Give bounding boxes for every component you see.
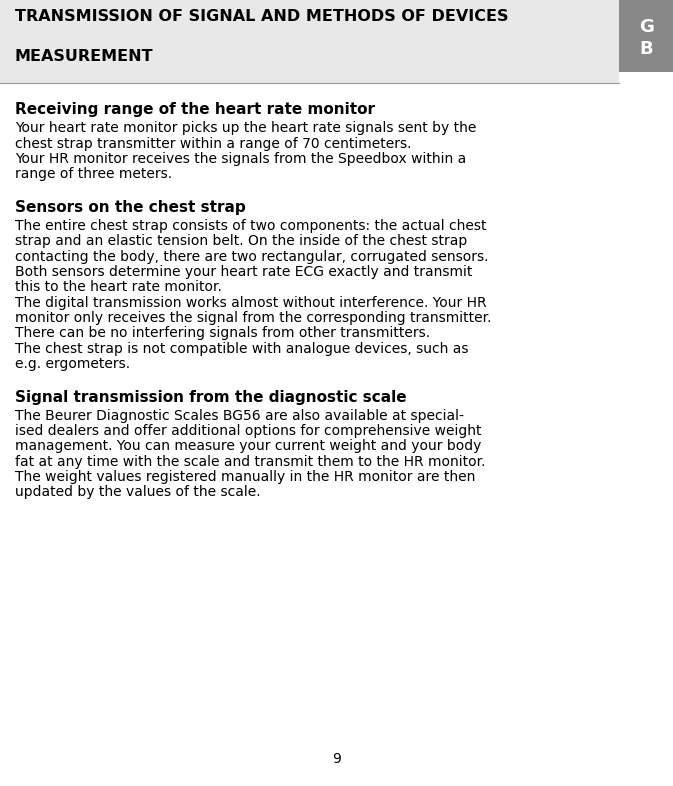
Text: The Beurer Diagnostic Scales BG56 are also available at special-: The Beurer Diagnostic Scales BG56 are al… — [15, 409, 464, 423]
Text: TRANSMISSION OF SIGNAL AND METHODS OF DEVICES: TRANSMISSION OF SIGNAL AND METHODS OF DE… — [15, 9, 508, 24]
Text: ised dealers and offer additional options for comprehensive weight: ised dealers and offer additional option… — [15, 424, 481, 438]
Text: Your heart rate monitor picks up the heart rate signals sent by the: Your heart rate monitor picks up the hea… — [15, 121, 476, 135]
Text: range of three meters.: range of three meters. — [15, 167, 172, 182]
Text: Your HR monitor receives the signals from the Speedbox within a: Your HR monitor receives the signals fro… — [15, 152, 466, 166]
Text: updated by the values of the scale.: updated by the values of the scale. — [15, 486, 260, 499]
Text: The chest strap is not compatible with analogue devices, such as: The chest strap is not compatible with a… — [15, 342, 468, 356]
Text: chest strap transmitter within a range of 70 centimeters.: chest strap transmitter within a range o… — [15, 137, 411, 151]
Text: B: B — [639, 40, 653, 58]
Text: strap and an elastic tension belt. On the inside of the chest strap: strap and an elastic tension belt. On th… — [15, 234, 467, 248]
Text: fat at any time with the scale and transmit them to the HR monitor.: fat at any time with the scale and trans… — [15, 455, 485, 468]
Text: e.g. ergometers.: e.g. ergometers. — [15, 357, 130, 371]
Text: There can be no interfering signals from other transmitters.: There can be no interfering signals from… — [15, 326, 430, 340]
Text: 9: 9 — [332, 752, 341, 766]
Bar — [619, 0, 673, 72]
Text: management. You can measure your current weight and your body: management. You can measure your current… — [15, 439, 481, 454]
Text: The weight values registered manually in the HR monitor are then: The weight values registered manually in… — [15, 470, 475, 484]
Text: The digital transmission works almost without interference. Your HR: The digital transmission works almost wi… — [15, 296, 487, 310]
Text: Both sensors determine your heart rate ECG exactly and transmit: Both sensors determine your heart rate E… — [15, 265, 472, 279]
Text: monitor only receives the signal from the corresponding transmitter.: monitor only receives the signal from th… — [15, 311, 491, 325]
Text: MEASUREMENT: MEASUREMENT — [15, 49, 153, 64]
Text: Receiving range of the heart rate monitor: Receiving range of the heart rate monito… — [15, 102, 375, 117]
Text: Signal transmission from the diagnostic scale: Signal transmission from the diagnostic … — [15, 390, 406, 405]
Text: this to the heart rate monitor.: this to the heart rate monitor. — [15, 281, 221, 295]
Text: contacting the body, there are two rectangular, corrugated sensors.: contacting the body, there are two recta… — [15, 250, 489, 264]
Text: Sensors on the chest strap: Sensors on the chest strap — [15, 200, 246, 215]
Bar — [0, 0, 619, 83]
Text: G: G — [639, 19, 653, 36]
Text: The entire chest strap consists of two components: the actual chest: The entire chest strap consists of two c… — [15, 219, 487, 233]
